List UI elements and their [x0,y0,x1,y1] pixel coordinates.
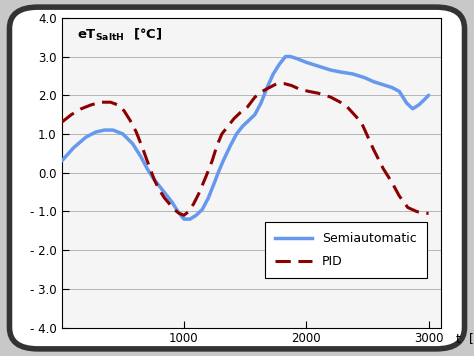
Text: t  [s]: t [s] [456,332,474,345]
Legend: Semiautomatic, PID: Semiautomatic, PID [265,222,427,278]
Text: eT$_{\mathregular{SaltH}}$  [°C]: eT$_{\mathregular{SaltH}}$ [°C] [77,27,162,43]
